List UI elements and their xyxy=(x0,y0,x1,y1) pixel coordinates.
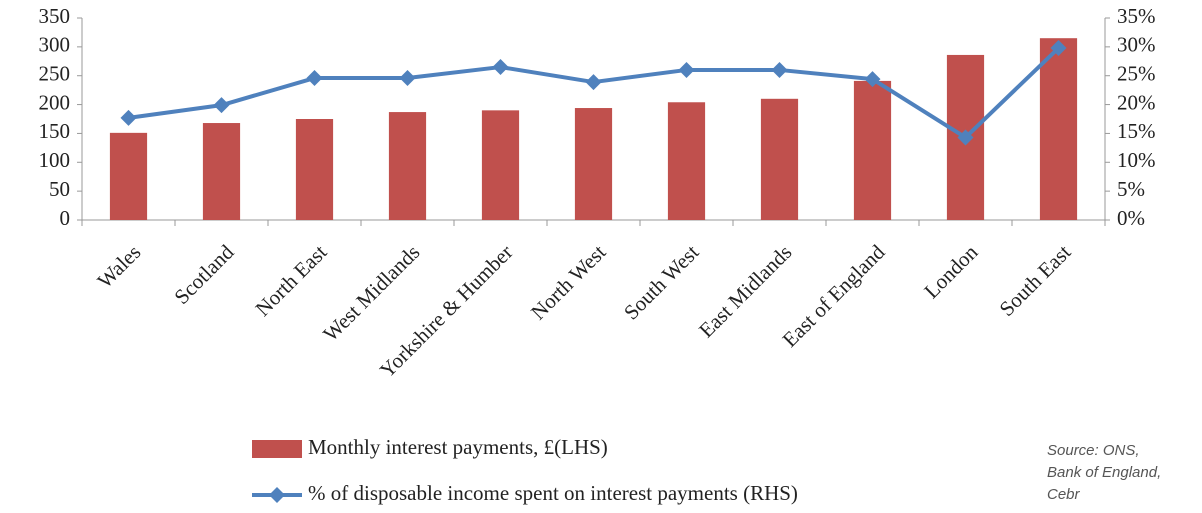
bar xyxy=(1039,38,1078,221)
marker xyxy=(492,59,509,76)
y-tick-label: 250 xyxy=(39,62,71,86)
x-tick-label: North West xyxy=(526,240,610,324)
marker xyxy=(213,97,230,114)
y2-tick-label: 10% xyxy=(1117,148,1156,172)
y-tick-label: 0 xyxy=(60,206,71,230)
bar xyxy=(574,108,613,220)
x-tick-label: Scotland xyxy=(169,240,238,309)
marker xyxy=(771,61,788,78)
marker xyxy=(399,70,416,87)
y-tick-label: 50 xyxy=(49,177,70,201)
y-tick-label: 300 xyxy=(39,33,71,57)
bar xyxy=(202,123,241,220)
source-line: Bank of England, xyxy=(1047,464,1162,481)
x-tick-label: Wales xyxy=(93,240,146,293)
legend-label: % of disposable income spent on interest… xyxy=(308,481,798,505)
y-tick-label: 150 xyxy=(39,119,71,143)
x-tick-label: South East xyxy=(995,240,1076,321)
legend-label: Monthly interest payments, £(LHS) xyxy=(308,435,608,459)
y2-tick-label: 15% xyxy=(1117,119,1156,143)
y2-tick-label: 35% xyxy=(1117,4,1156,28)
y-tick-label: 100 xyxy=(39,148,71,172)
bar xyxy=(667,102,706,220)
y2-tick-label: 30% xyxy=(1117,33,1156,57)
source-line: Cebr xyxy=(1047,486,1080,503)
x-tick-label: North East xyxy=(251,240,332,321)
marker xyxy=(585,74,602,91)
legend-swatch xyxy=(252,440,302,458)
y2-tick-label: 20% xyxy=(1117,90,1156,114)
bar xyxy=(295,119,334,220)
marker xyxy=(120,109,137,126)
y-tick-label: 200 xyxy=(39,90,71,114)
bar xyxy=(388,112,427,220)
marker xyxy=(678,61,695,78)
legend-swatch xyxy=(269,487,285,503)
y2-tick-label: 5% xyxy=(1117,177,1145,201)
source-note: Source: ONS, Bank of England, Cebr xyxy=(1047,440,1161,506)
marker xyxy=(306,70,323,87)
x-tick-label: London xyxy=(919,240,983,304)
bar xyxy=(481,110,520,220)
x-tick-label: West Midlands xyxy=(318,240,424,346)
marker xyxy=(864,71,881,88)
marker xyxy=(1050,40,1067,57)
y2-tick-label: 25% xyxy=(1117,62,1156,86)
bar xyxy=(760,98,799,220)
marker xyxy=(957,129,974,146)
bar xyxy=(853,80,892,220)
y2-tick-label: 0% xyxy=(1117,206,1145,230)
bar xyxy=(109,132,148,220)
x-tick-label: East Midlands xyxy=(694,240,796,342)
source-line: Source: ONS, xyxy=(1047,442,1140,459)
x-tick-label: South West xyxy=(619,240,704,325)
y-tick-label: 350 xyxy=(39,4,71,28)
